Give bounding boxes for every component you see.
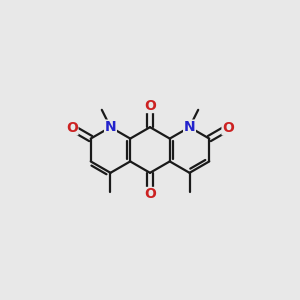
Text: O: O xyxy=(144,188,156,202)
Text: N: N xyxy=(184,120,195,134)
Text: N: N xyxy=(105,120,116,134)
Text: O: O xyxy=(144,98,156,112)
Text: O: O xyxy=(222,121,234,135)
Text: O: O xyxy=(66,121,78,135)
